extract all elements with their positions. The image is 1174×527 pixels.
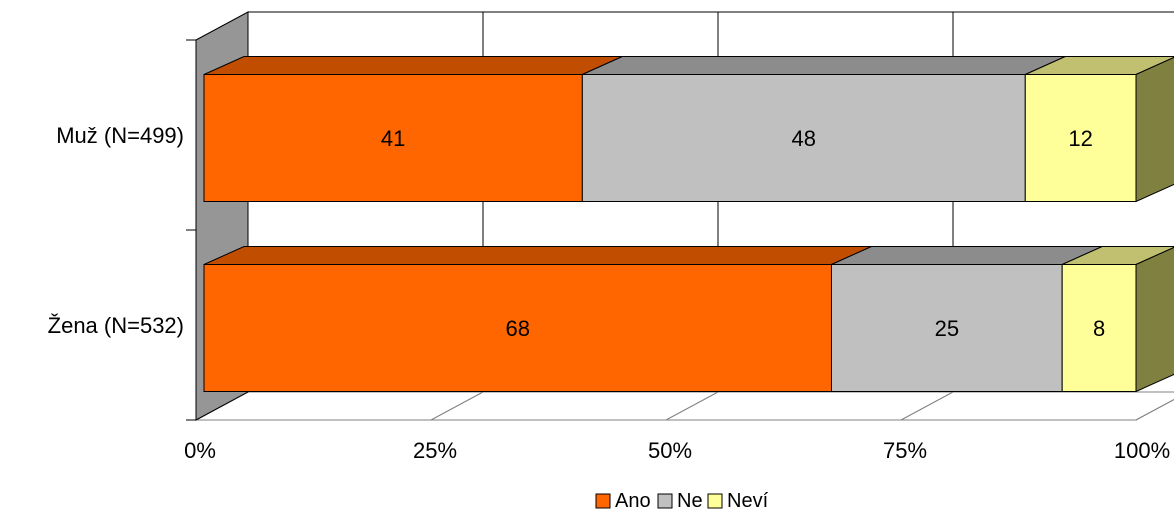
floor-gridline	[665, 391, 719, 421]
bar-segment-top	[203, 56, 623, 75]
bar-segment	[1061, 264, 1137, 392]
x-tick-label: 0%	[184, 438, 216, 463]
floor-gridline	[430, 391, 484, 421]
legend-swatch	[707, 493, 723, 509]
bar-segment-top	[831, 246, 1103, 265]
category-label: Žena (N=532)	[48, 313, 184, 338]
data-label: 12	[1068, 126, 1092, 151]
legend-swatch	[657, 493, 673, 509]
data-label: 68	[506, 316, 530, 341]
bar-segment	[830, 264, 1063, 392]
x-tick-label: 25%	[413, 438, 457, 463]
axes: 0% 25% 50% 75% 100% Muž (N=499) Žena (N=532)	[48, 39, 1170, 463]
legend-label: Neví	[727, 490, 769, 512]
data-label: 41	[381, 126, 405, 151]
bar-segment-side	[1135, 56, 1174, 203]
data-label: 48	[792, 126, 816, 151]
data-label: 8	[1093, 316, 1105, 341]
bar-segment	[203, 74, 583, 202]
legend-label: Ne	[677, 490, 703, 512]
bar-segment-top	[203, 246, 872, 265]
floor	[195, 391, 1174, 421]
data-label: 25	[935, 316, 959, 341]
bar-segment	[203, 264, 832, 392]
floor-gridline	[900, 391, 954, 421]
x-tick-label: 100%	[1114, 438, 1170, 463]
category-label: Muž (N=499)	[56, 123, 184, 148]
x-tick-label: 75%	[883, 438, 927, 463]
x-tick-label: 50%	[648, 438, 692, 463]
floor-gridline	[1135, 398, 1174, 421]
bar-segment-top	[582, 56, 1066, 75]
bars: 41 48 12 68 25 8	[203, 56, 1174, 393]
legend-label: Ano	[615, 490, 651, 512]
legend: Ano Ne Neví	[595, 490, 769, 512]
legend-swatch	[595, 493, 611, 509]
bar-segment	[1024, 74, 1137, 202]
bar-segment	[581, 74, 1026, 202]
bar-segment-side	[1135, 246, 1174, 393]
